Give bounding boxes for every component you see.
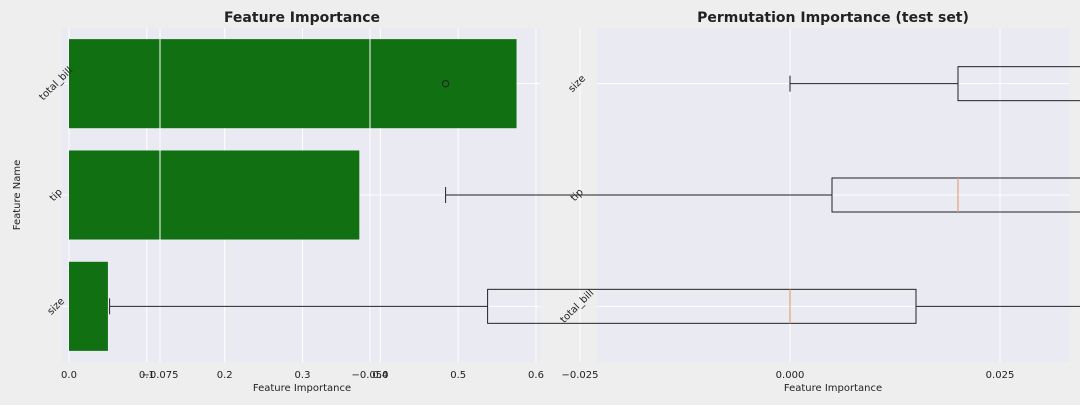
permutation-importance-y-tick-labels: size tip total_bill — [558, 73, 596, 325]
box-size — [957, 66, 1080, 102]
x-tick-label: 0.6 — [528, 370, 544, 381]
permutation-importance-chart: size tip total_bill −0.075 −0.050 −0.025 0.00… — [109, 10, 1080, 394]
permutation-importance-x-tick-labels: −0.075−0.050−0.0250.0000.0250.0500.0750.… — [141, 370, 1015, 381]
box-tip — [831, 177, 1080, 213]
x-tick-label: 0.3 — [295, 370, 311, 381]
permutation-importance-title: Permutation Importance (test set) — [697, 10, 969, 26]
bar-size — [69, 261, 108, 351]
x-tick-label: 0.000 — [776, 370, 805, 381]
x-tick-label: 0.1 — [139, 370, 155, 381]
outlier-point — [441, 79, 450, 88]
y-tick-label: size — [567, 73, 588, 94]
feature-importance-y-axis-label: Feature Name — [12, 160, 23, 230]
x-tick-label: 0.4 — [372, 370, 388, 381]
y-tick-label: tip — [569, 187, 586, 204]
x-tick-label: 0.025 — [986, 370, 1015, 381]
y-tick-label: total_bill — [558, 288, 596, 326]
feature-importance-x-tick-labels: 0.0 0.1 0.2 0.3 0.4 0.5 0.6 — [61, 370, 544, 381]
x-tick-label: −0.075 — [141, 370, 178, 381]
feature-importance-x-axis-label: Feature Importance — [253, 383, 351, 394]
x-tick-label: −0.025 — [561, 370, 598, 381]
x-tick-label: 0.0 — [61, 370, 77, 381]
x-tick-label: 0.5 — [450, 370, 466, 381]
bar-total-bill — [69, 39, 517, 129]
x-tick-label: 0.2 — [217, 370, 233, 381]
permutation-importance-x-axis-label: Feature Importance — [784, 383, 882, 394]
x-tick-label: −0.050 — [351, 370, 388, 381]
feature-importance-title: Feature Importance — [224, 10, 380, 26]
box-total-bill — [487, 288, 917, 324]
permutation-importance-boxes — [109, 66, 1080, 324]
bar-tip — [69, 150, 360, 240]
